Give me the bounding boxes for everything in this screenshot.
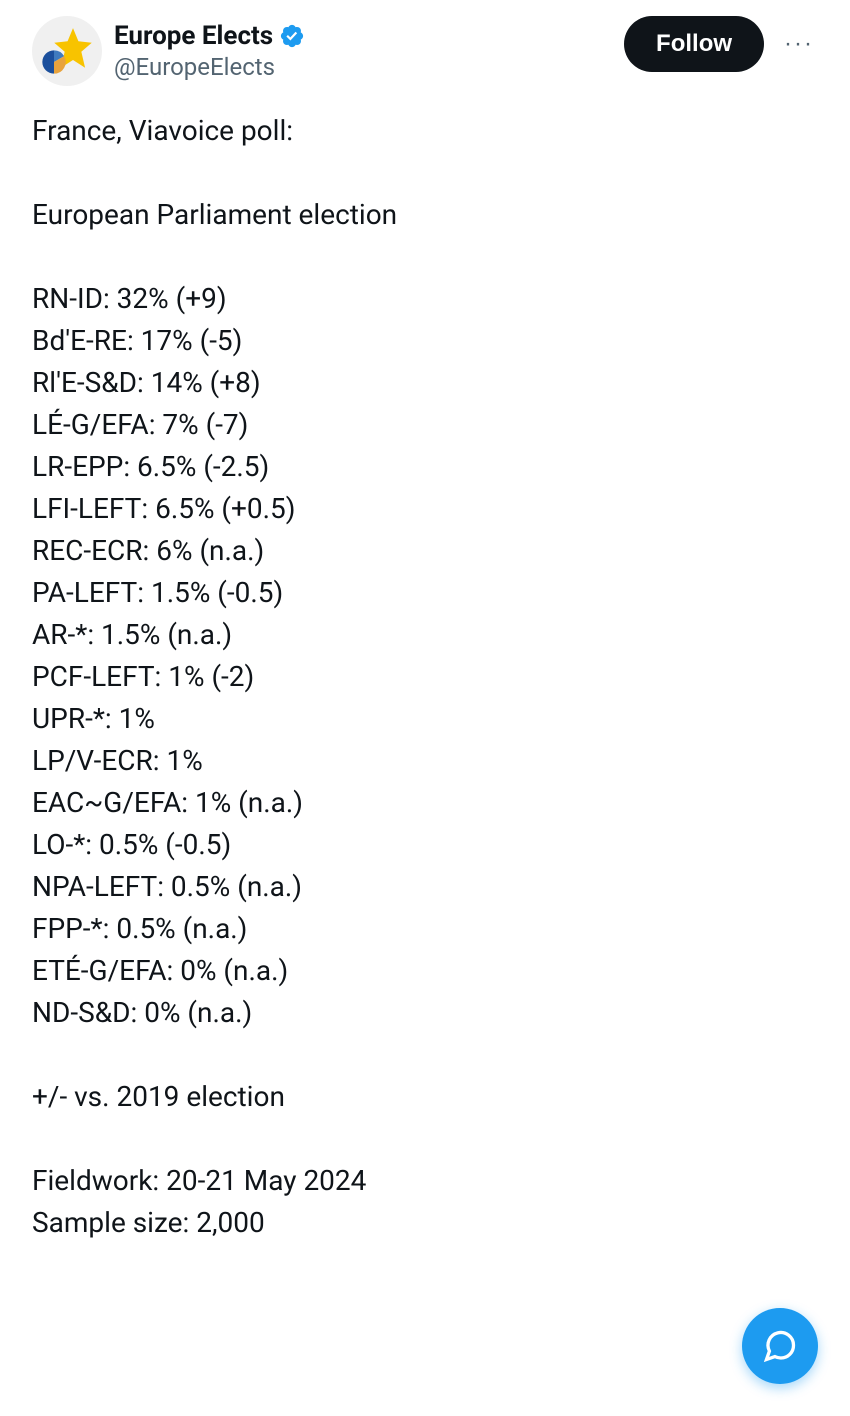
avatar[interactable] [32,16,102,86]
tweet-text-line: REC-ECR: 6% (n.a.) [32,530,818,572]
tweet-container: Europe Elects @EuropeElects Follow ··· F… [0,0,850,1260]
user-info: Europe Elects @EuropeElects [114,21,305,81]
tweet-text-line: LP/V-ECR: 1% [32,740,818,782]
tweet-text-line: Sample size: 2,000 [32,1202,818,1244]
verified-badge-icon [279,23,305,49]
tweet-text-line: LO-*: 0.5% (-0.5) [32,824,818,866]
tweet-text-line: +/- vs. 2019 election [32,1076,818,1118]
tweet-text-line: EAC~G/EFA: 1% (n.a.) [32,782,818,824]
tweet-text-line: UPR-*: 1% [32,698,818,740]
more-options-button[interactable]: ··· [780,26,818,62]
tweet-text-line: LR-EPP: 6.5% (-2.5) [32,446,818,488]
header-right: Follow ··· [624,16,818,72]
tweet-text-line: European Parliament election [32,194,818,236]
tweet-text-line: RN-ID: 32% (+9) [32,278,818,320]
follow-button[interactable]: Follow [624,16,764,72]
header-left: Europe Elects @EuropeElects [32,16,305,86]
compose-fab[interactable] [742,1308,818,1384]
display-name-row: Europe Elects [114,21,305,51]
blank-line [32,1034,818,1076]
avatar-pie-icon [40,48,68,76]
tweet-text-line: NPA-LEFT: 0.5% (n.a.) [32,866,818,908]
tweet-text-line: LÉ-G/EFA: 7% (-7) [32,404,818,446]
tweet-text-line: PA-LEFT: 1.5% (-0.5) [32,572,818,614]
tweet-text-line: Fieldwork: 20-21 May 2024 [32,1160,818,1202]
tweet-text-line: AR-*: 1.5% (n.a.) [32,614,818,656]
tweet-text-line: France, Viavoice poll: [32,110,818,152]
blank-line [32,236,818,278]
tweet-header: Europe Elects @EuropeElects Follow ··· [32,16,818,86]
tweet-text-line: Bd'E-RE: 17% (-5) [32,320,818,362]
tweet-text-line: ETÉ-G/EFA: 0% (n.a.) [32,950,818,992]
chat-icon [762,1328,798,1364]
user-handle[interactable]: @EuropeElects [114,53,305,81]
tweet-text-line: LFI-LEFT: 6.5% (+0.5) [32,488,818,530]
blank-line [32,1118,818,1160]
blank-line [32,152,818,194]
display-name[interactable]: Europe Elects [114,21,273,51]
tweet-text-line: Rl'E-S&D: 14% (+8) [32,362,818,404]
tweet-body: France, Viavoice poll: European Parliamen… [32,110,818,1244]
tweet-text-line: ND-S&D: 0% (n.a.) [32,992,818,1034]
tweet-text-line: PCF-LEFT: 1% (-2) [32,656,818,698]
tweet-text-line: FPP-*: 0.5% (n.a.) [32,908,818,950]
